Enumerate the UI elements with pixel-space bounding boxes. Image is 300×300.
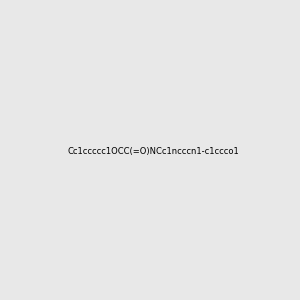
Text: Cc1ccccc1OCC(=O)NCc1ncccn1-c1ccco1: Cc1ccccc1OCC(=O)NCc1ncccn1-c1ccco1 — [68, 147, 240, 156]
